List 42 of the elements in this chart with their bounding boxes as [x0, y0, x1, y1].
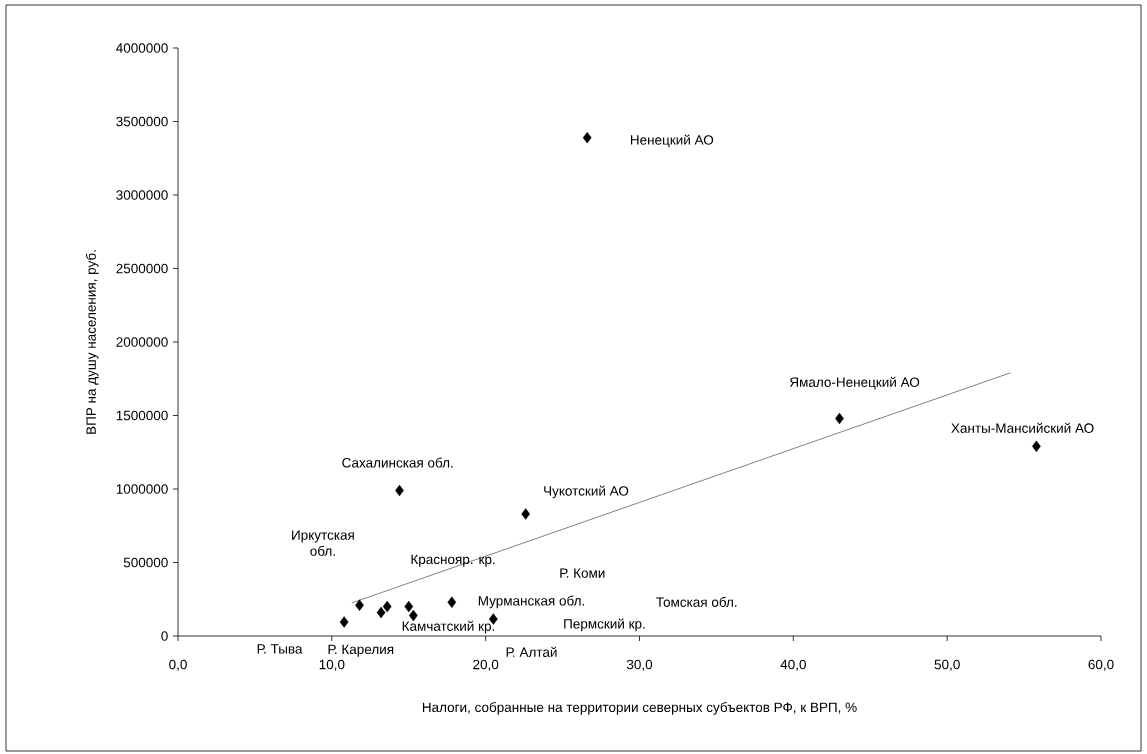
annotation: Сахалинская обл. [342, 457, 453, 468]
x-tick-label: 20,0 [473, 659, 499, 671]
annotation: Чукотский АО [544, 485, 629, 499]
y-tick-label: 2000000 [116, 337, 168, 347]
y-tick-label: 2500000 [116, 263, 168, 274]
y-tick-label: 4000000 [116, 43, 168, 53]
y-axis-title: ВПР на душу населения, руб. [85, 250, 99, 434]
annotation: Пермский кр. [564, 618, 645, 632]
point [489, 613, 498, 625]
y-tick-label: 3000000 [116, 190, 168, 200]
point [382, 600, 392, 613]
point [355, 599, 364, 611]
x-tick-label: 40,0 [780, 659, 806, 671]
y-tick-label: 1500000 [116, 410, 168, 421]
point [521, 508, 530, 520]
y-tick-label: 500000 [123, 557, 168, 568]
x-tick-label: 0,0 [169, 659, 187, 671]
annotation: Иркутская обл. [292, 530, 354, 556]
text: Р. Тыва [257, 644, 303, 654]
y-tick-label: 3500000 [116, 116, 168, 127]
point [447, 596, 457, 608]
text: Р. Карелия [328, 644, 394, 657]
annotation: Ямало-Ненецкий АО [789, 376, 920, 390]
y-tick-label: 0 [161, 631, 168, 641]
y-tick-label: 1000000 [116, 484, 168, 494]
x-tick-label: 50,0 [934, 659, 960, 671]
annotation: Р. Коми [560, 568, 605, 578]
point [404, 600, 414, 613]
x-tick-label: 60,0 [1088, 659, 1114, 671]
point [339, 616, 349, 628]
annotation: Ненецкий АО [630, 134, 714, 148]
x-tick-label: 10,0 [319, 659, 345, 671]
annotation: Мурманская обл. [478, 595, 585, 609]
point [582, 131, 592, 144]
annotation: Томская обл. [656, 596, 737, 607]
x-tick-label: 30,0 [626, 659, 653, 671]
text: Р. Алтай [506, 646, 557, 657]
x-axis-title: Налоги, собранные на территории северных субъектов РФ, к ВРП, % [422, 702, 857, 715]
point [376, 606, 386, 619]
annotation: Краснояр. кр. [411, 554, 495, 567]
annotation: Ханты-Мансийский АО [951, 422, 1094, 433]
annotation: Камчатский кр. [402, 620, 495, 634]
